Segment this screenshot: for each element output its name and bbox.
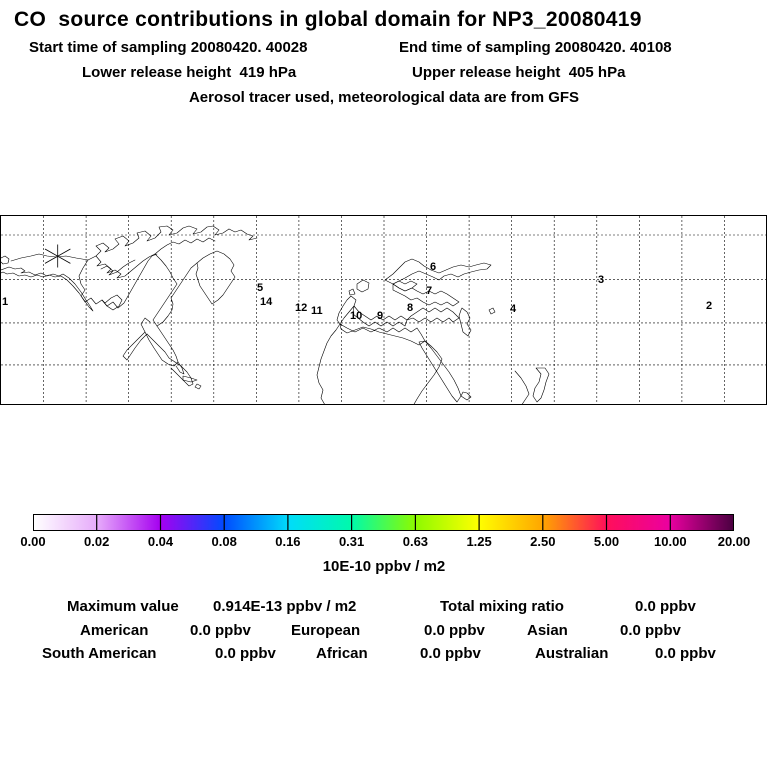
svg-text:9: 9 xyxy=(377,310,383,322)
svg-text:8: 8 xyxy=(407,302,413,314)
svg-text:4: 4 xyxy=(510,303,517,315)
svg-text:7: 7 xyxy=(426,285,432,297)
svg-text:6: 6 xyxy=(430,261,436,273)
svg-text:11: 11 xyxy=(311,305,323,317)
svg-text:3: 3 xyxy=(598,274,604,286)
svg-text:1: 1 xyxy=(2,296,8,308)
svg-text:10: 10 xyxy=(350,310,362,322)
svg-text:5: 5 xyxy=(257,282,263,294)
svg-text:2: 2 xyxy=(706,300,712,312)
svg-text:12: 12 xyxy=(295,302,307,314)
svg-text:14: 14 xyxy=(260,296,273,308)
